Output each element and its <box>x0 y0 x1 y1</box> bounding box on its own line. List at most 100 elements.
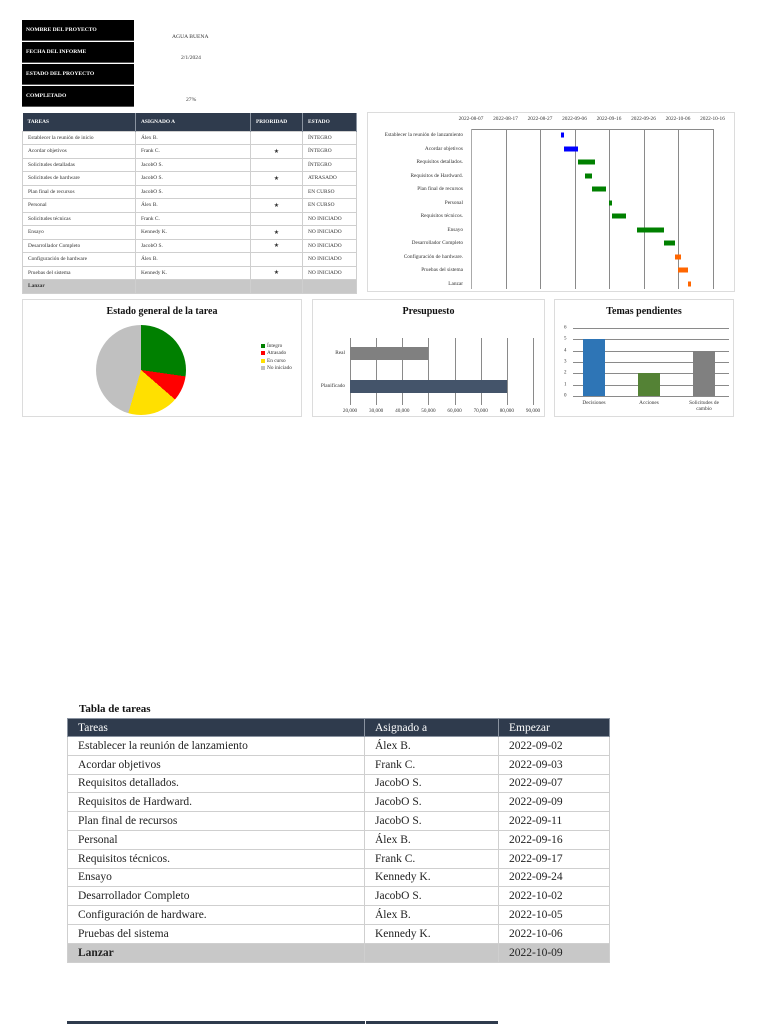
info-label-project-status: ESTADO DEL PROYECTO <box>22 64 134 85</box>
gantt-task-label: Desarrollador Completo <box>411 240 463 246</box>
status-cell: ATRASADO <box>302 171 357 186</box>
table-row: Requisitos de Hardward. JacobO S. 2022-09-… <box>67 792 610 813</box>
table-row: Personal Álex B. 2022-09-16 <box>67 829 610 850</box>
budget-x-tick-label: 80,000 <box>499 408 514 414</box>
task-cell: Desarrollador Completo <box>22 238 136 253</box>
issues-y-tick-label: 1 <box>564 382 567 388</box>
gantt-bar <box>688 281 692 286</box>
issues-y-tick-label: 2 <box>564 370 567 376</box>
task-cell: Requisitos de Hardward. <box>67 792 365 813</box>
start-date-cell: 2022-10-02 <box>498 886 610 907</box>
issues-y-tick-label: 0 <box>564 393 567 399</box>
info-label-text: NOMBRE DEL PROYECTO <box>26 27 97 33</box>
task-start-table: Tareas Asignado a Empezar Establecer la … <box>67 718 610 963</box>
report-date-value: 2/1/2024 <box>181 55 201 61</box>
gantt-gridline <box>712 129 714 289</box>
assignee-cell: Álex B. <box>135 198 251 213</box>
next-table-header-left <box>67 1021 365 1024</box>
gantt-task-label: Requisitos de Hardward. <box>410 172 463 179</box>
priority-star-icon: ★ <box>250 225 303 240</box>
assignee-cell: Frank C. <box>364 754 499 775</box>
budget-x-tick-label: 70,000 <box>473 408 488 414</box>
chart-title: Estado general de la tarea <box>106 306 218 317</box>
table-row: Establecer la reunión de inicio Álex B. ÍN… <box>22 130 357 145</box>
gantt-gridline <box>574 129 576 289</box>
assignee-cell: JacobO S. <box>135 157 251 172</box>
task-cell: Pruebas del sistema <box>67 923 365 944</box>
priority-star-icon <box>250 252 303 267</box>
budget-bar <box>350 379 507 393</box>
issues-y-tick-label: 6 <box>564 325 567 331</box>
gantt-x-tick-label: 2022-08-17 <box>493 116 518 122</box>
table-row-launch: Lanzar <box>22 279 357 294</box>
info-label-report-date: FECHA DEL INFORME <box>22 42 134 63</box>
budget-category-label: Planificado <box>320 383 345 389</box>
gantt-x-tick-label: 2022-09-26 <box>631 116 656 122</box>
assignee-cell: JacobO S. <box>364 811 499 831</box>
issues-bar <box>583 339 605 396</box>
col-header-tasks: Tareas <box>67 718 365 737</box>
table-row: Requisitos técnicos. Frank C. 2022-09-17 <box>67 848 610 869</box>
gantt-task-label: Plan final de recursos <box>417 186 463 192</box>
table-row: Configuración de hardware. Álex B. 2022-10… <box>67 905 610 925</box>
info-label-text: ESTADO DEL PROYECTO <box>26 71 95 77</box>
table-row: Solicitudes detalladas JacobO S. ÍNTEGRO <box>22 157 357 172</box>
assignee-cell: JacobO S. <box>135 171 251 186</box>
priority-star-icon: ★ <box>250 238 303 253</box>
task-cell: Ensayo <box>22 225 136 240</box>
assignee-cell: Álex B. <box>364 829 499 850</box>
table-row: Solicitudes de hardware JacobO S. ★ ATRASAD… <box>22 171 357 186</box>
gantt-task-label: Requisitos técnicos. <box>420 213 463 219</box>
status-cell: NO INICIADO <box>302 265 357 280</box>
assignee-cell: Álex B. <box>364 736 499 756</box>
table-row: Desarrollador Completo JacobO S. 2022-10-0… <box>67 886 610 907</box>
task-cell: Plan final de recursos <box>22 184 136 199</box>
assignee-cell: JacobO S. <box>364 792 499 813</box>
budget-x-tick-label: 20,000 <box>342 408 358 414</box>
assignee-cell: Frank C. <box>135 211 251 226</box>
priority-cell <box>250 279 303 294</box>
status-cell <box>302 279 357 294</box>
col-header-status: ESTADO <box>302 113 357 131</box>
info-label-text: FECHA DEL INFORME <box>26 49 87 55</box>
table-row: Plan final de recursos JacobO S. 2022-09-1… <box>67 811 610 831</box>
budget-gridline <box>376 338 378 405</box>
task-cell: Acordar objetivos <box>22 144 136 159</box>
assignee-cell: JacobO S. <box>364 773 499 794</box>
start-date-cell: 2022-09-02 <box>498 736 610 756</box>
budget-bar-chart: Presupuesto 20,000 30,000 40,000 50,000 60,0… <box>312 299 545 417</box>
table-row: Plan final de recursos JacobO S. EN CURSO <box>22 184 357 199</box>
table-row: Pruebas del sistema Kennedy K. ★ NO INICIAD… <box>22 265 357 280</box>
task-cell: Requisitos detallados. <box>67 773 365 794</box>
budget-x-tick-label: 90,000 <box>525 408 541 414</box>
issues-gridline <box>573 339 729 341</box>
budget-gridline <box>428 338 430 405</box>
legend-label: Íntegro <box>267 342 283 349</box>
start-date-cell: 2022-09-09 <box>498 792 610 813</box>
gantt-gridline <box>678 129 679 289</box>
info-label-text: COMPLETADO <box>26 93 67 99</box>
priority-star-icon: ★ <box>250 265 303 280</box>
col-header-assignee: Asignado a <box>364 718 499 737</box>
status-cell: ÍNTEGRO <box>302 130 357 145</box>
gantt-bar <box>678 267 689 273</box>
status-cell: NO INICIADO <box>302 211 357 226</box>
table-row: Personal Álex B. ★ EN CURSO <box>22 198 357 213</box>
priority-star-icon: ★ <box>250 144 303 159</box>
status-cell: ÍNTEGRO <box>302 144 357 159</box>
task-status-table: TAREAS ASIGNADO A PRIORIDAD ESTADO Estab… <box>22 113 357 294</box>
gantt-left-axis <box>471 129 472 289</box>
task-cell: Solicitudes técnicas <box>22 211 136 226</box>
table-row-launch: Lanzar 2022-10-09 <box>67 942 610 963</box>
priority-star-icon <box>250 211 303 226</box>
assignee-cell: Frank C. <box>135 144 251 159</box>
issues-y-tick-label: 5 <box>564 336 567 342</box>
gantt-task-label: Configuración de hardware. <box>403 253 463 260</box>
status-cell: ÍNTEGRO <box>302 157 357 172</box>
gantt-task-label: Establecer la reunión de lanzamiento <box>384 132 463 138</box>
priority-star-icon <box>250 157 303 172</box>
budget-bar <box>350 346 429 360</box>
budget-gridline <box>402 338 404 405</box>
assignee-cell: Álex B. <box>364 905 499 925</box>
next-table-header-right <box>366 1021 498 1024</box>
